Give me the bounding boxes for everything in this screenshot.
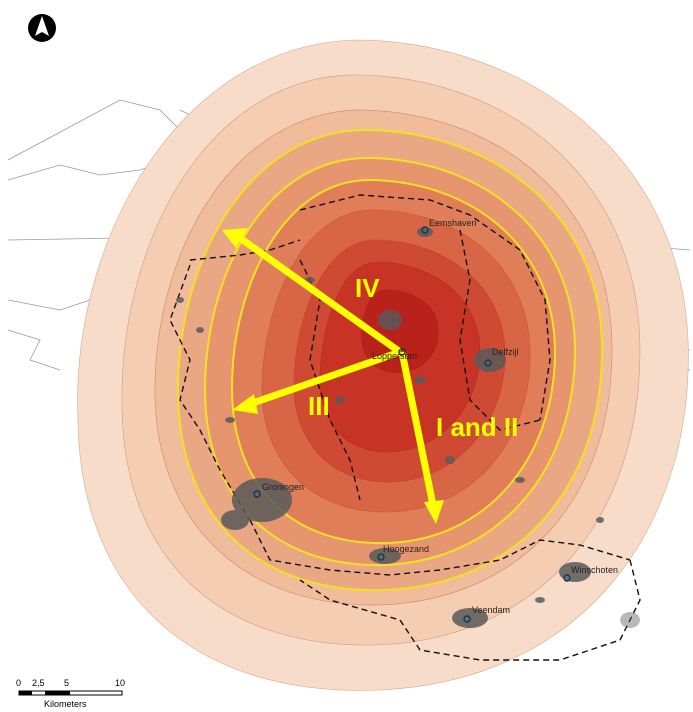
city-marker-groningen [253,490,261,498]
city-marker-eemshaven [421,226,429,234]
scale-unit-label: Kilometers [44,699,87,709]
zone-label-iii: III [308,391,330,421]
municipal-boundaries [169,194,641,661]
city-markers [253,226,571,623]
city-label-groningen: Groningen [262,482,304,492]
contour-zone-core [361,289,439,373]
arrow-head-iii [232,394,258,414]
north-arrow-icon [28,14,56,42]
arrow-zone-iv [237,235,403,355]
city-marker-hoogezand [377,553,385,561]
city-label-veendam: Veendam [472,605,510,615]
zone-label-iv: IV [355,273,380,303]
scale-bar: 0 2,5 5 10 Kilometers [16,678,125,709]
hazard-contours [77,39,689,691]
city-marker-loppersum [398,348,406,356]
arrow-head-i-ii [424,500,444,524]
city-marker-veendam [463,615,471,623]
city-label-delfzijl: Delfzijl [492,347,519,357]
arrow-head-iv [222,228,248,248]
city-marker-delfzijl [484,359,492,367]
scale-tick-10: 10 [115,678,125,688]
city-marker-winschoten [563,574,571,582]
city-label-eemshaven: Eemshaven [429,218,477,228]
arrow-zone-i-ii [398,351,437,506]
arrow-zone-iii [248,348,402,408]
city-label-winschoten: Winschoten [571,565,618,575]
city-label-loppersum: Loppersum [372,351,417,361]
scale-tick-2-5: 2,5 [32,678,45,688]
scale-tick-5: 5 [64,678,69,688]
zone-label-i-ii: I and II [436,412,518,442]
city-label-hoogezand: Hoogezand [383,544,429,554]
scale-tick-0: 0 [16,678,21,688]
zone-arrows [222,228,444,524]
